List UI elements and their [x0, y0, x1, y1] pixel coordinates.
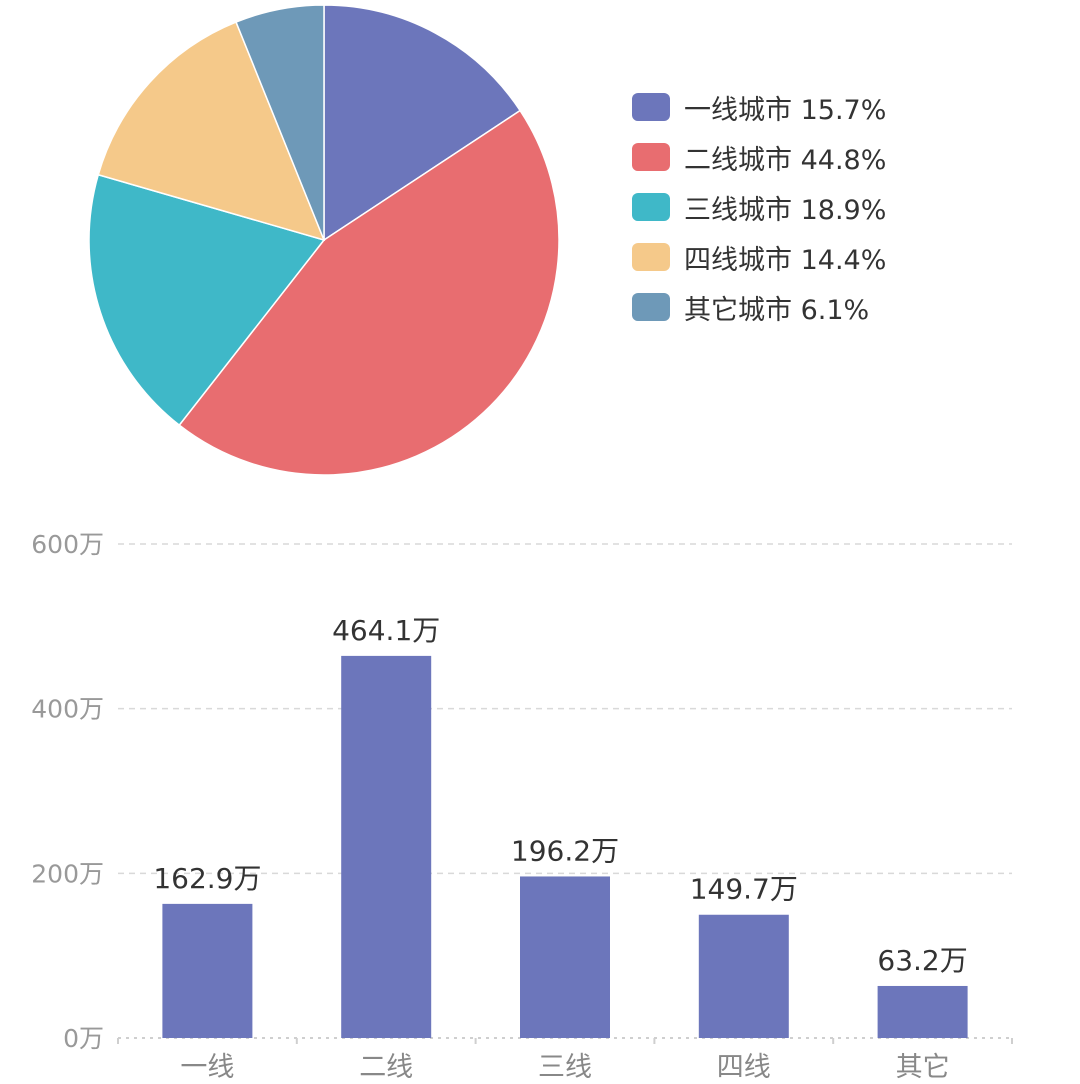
- y-tick-label: 600万: [31, 530, 104, 559]
- legend-swatch-other: [632, 293, 670, 321]
- bar-value-label: 63.2万: [877, 944, 967, 977]
- bar-value-label: 149.7万: [690, 873, 798, 906]
- legend-label-other: 其它城市 6.1%: [684, 294, 870, 326]
- pie-slice-tier2: [178, 109, 560, 476]
- bar-value-label: 196.2万: [511, 834, 619, 867]
- x-category-label: 二线: [359, 1052, 413, 1083]
- bar-value-label: 464.1万: [332, 614, 440, 647]
- y-tick-label: 0万: [63, 1024, 104, 1053]
- pie-slice-tier3: [88, 173, 326, 427]
- pie-legend: 一线城市 15.7% 二线城市 44.8% 三线城市 18.9% 四线城市 14…: [632, 82, 886, 332]
- x-category-label: 三线: [538, 1052, 592, 1083]
- legend-label-tier3: 三线城市 18.9%: [684, 194, 887, 226]
- legend-swatch-tier3: [632, 193, 670, 221]
- pie-chart: [88, 4, 560, 476]
- bar: [698, 914, 789, 1038]
- legend-item-other: 其它城市 6.1%: [632, 282, 886, 332]
- legend-label-tier2: 二线城市 44.8%: [684, 144, 887, 176]
- bar: [520, 876, 610, 1038]
- bar: [162, 903, 253, 1038]
- bar: [341, 655, 432, 1038]
- legend-item-tier4: 四线城市 14.4%: [632, 232, 886, 282]
- bar-value-label: 162.9万: [153, 862, 261, 895]
- y-tick-label: 200万: [31, 859, 104, 888]
- legend-swatch-tier4: [632, 243, 670, 271]
- legend-swatch-tier1: [632, 93, 670, 121]
- legend-label-tier4: 四线城市 14.4%: [684, 244, 887, 276]
- pie-slice-tier1: [323, 4, 522, 242]
- legend-swatch-tier2: [632, 143, 670, 171]
- x-category-label: 其它: [896, 1052, 950, 1083]
- legend-item-tier3: 三线城市 18.9%: [632, 182, 886, 232]
- pie-slice-tier4: [97, 21, 326, 242]
- bar: [877, 985, 968, 1038]
- x-category-label: 四线: [717, 1052, 771, 1083]
- legend-label-tier1: 一线城市 15.7%: [684, 94, 887, 126]
- y-tick-label: 400万: [31, 695, 104, 724]
- legend-item-tier1: 一线城市 15.7%: [632, 82, 886, 132]
- pie-slice-other: [235, 4, 325, 241]
- legend-item-tier2: 二线城市 44.8%: [632, 132, 886, 182]
- x-category-label: 一线: [180, 1052, 234, 1083]
